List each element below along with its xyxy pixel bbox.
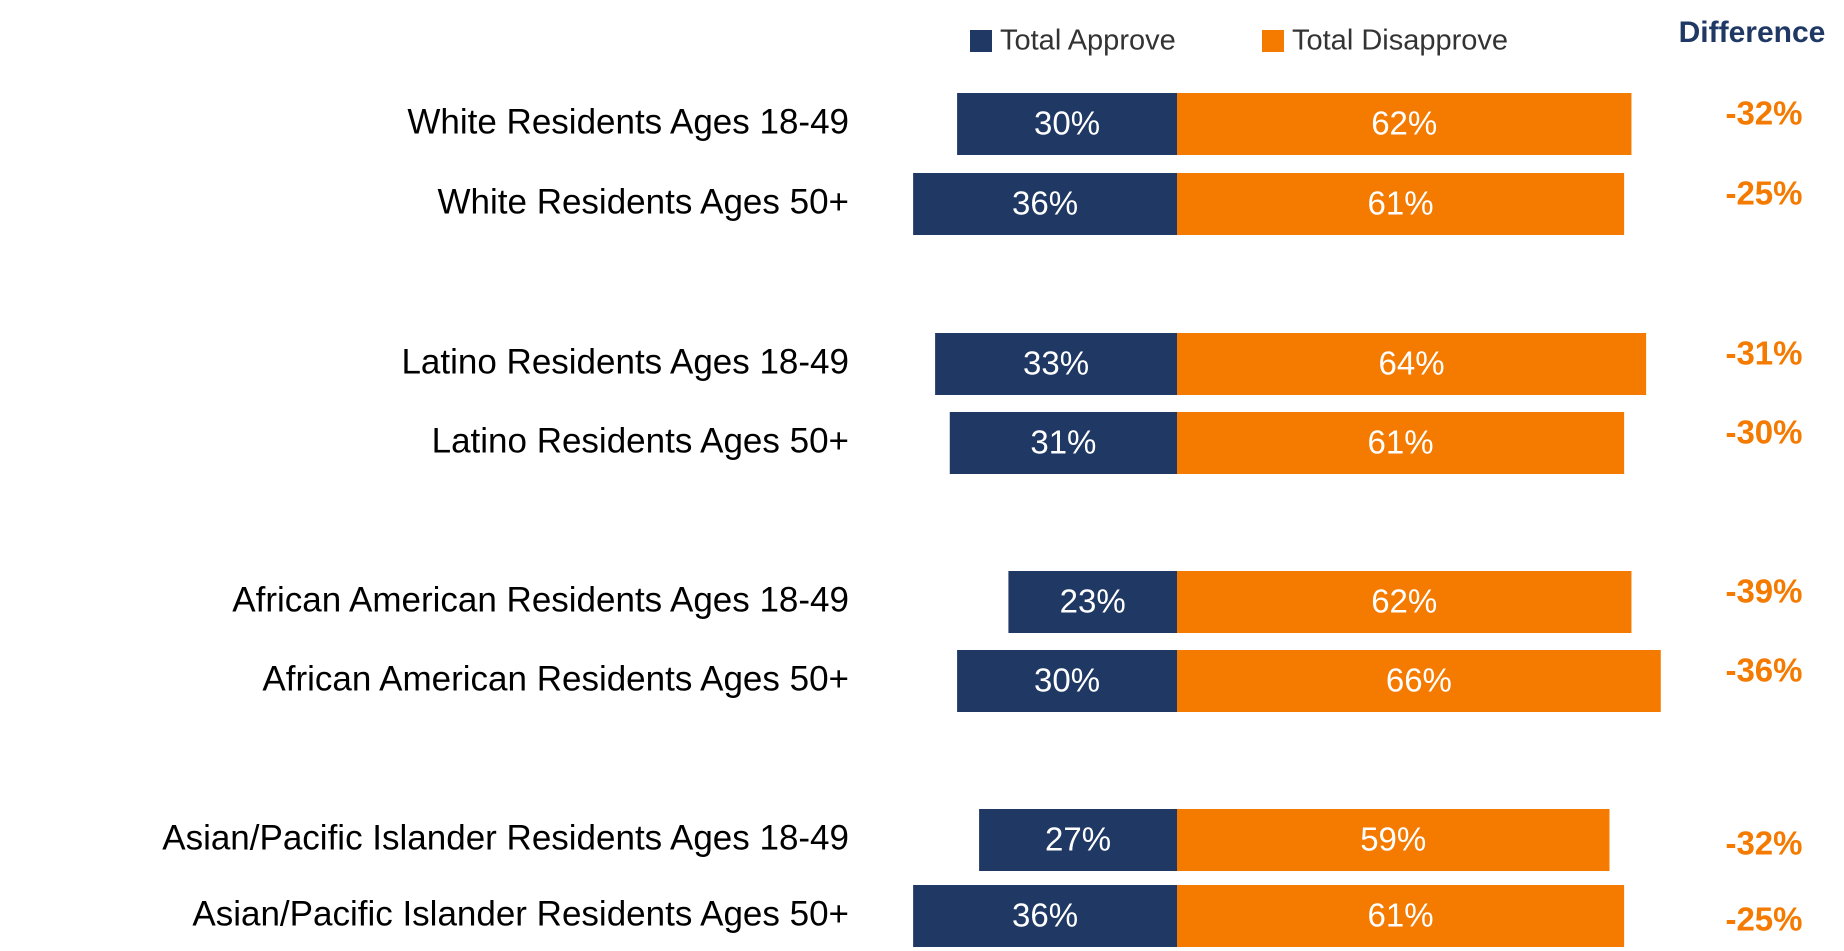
bar — [1008, 571, 1177, 633]
bar-label: 61% — [1368, 424, 1434, 461]
difference-label: -30% — [1725, 414, 1802, 451]
bar-label: 30% — [1034, 662, 1100, 699]
legend-swatch — [970, 30, 992, 52]
bar-label: 36% — [1012, 897, 1078, 934]
difference-label: -36% — [1725, 652, 1802, 689]
bar-label: 33% — [1023, 345, 1089, 382]
legend-swatch — [1262, 30, 1284, 52]
category-label: Asian/Pacific Islander Residents Ages 18… — [162, 818, 849, 857]
difference-label: -25% — [1725, 175, 1802, 212]
bar — [913, 173, 1177, 235]
bar-label: 30% — [1034, 105, 1100, 142]
bar — [1177, 333, 1647, 395]
bar — [935, 333, 1177, 395]
bar — [1177, 412, 1625, 474]
difference-label: -25% — [1725, 901, 1802, 938]
bar — [1177, 809, 1610, 871]
bar — [1177, 93, 1632, 155]
bar-label: 31% — [1030, 424, 1096, 461]
difference-label: -32% — [1725, 95, 1802, 132]
bar — [1177, 885, 1625, 947]
difference-title: Difference — [1679, 16, 1826, 49]
category-label: African American Residents Ages 18-49 — [232, 580, 849, 619]
legend-label: Total Approve — [1000, 25, 1176, 57]
category-label: Latino Residents Ages 50+ — [432, 421, 849, 460]
bar-label: 27% — [1045, 821, 1111, 858]
bar — [1177, 650, 1661, 712]
category-label: White Residents Ages 50+ — [438, 182, 850, 221]
bar-label: 23% — [1060, 583, 1126, 620]
bar-label: 61% — [1368, 185, 1434, 222]
bar-label: 61% — [1368, 897, 1434, 934]
bar-label: 59% — [1360, 821, 1426, 858]
bar-label: 66% — [1386, 662, 1452, 699]
category-label: Asian/Pacific Islander Residents Ages 50… — [192, 894, 849, 933]
bar — [1177, 173, 1625, 235]
bar — [957, 650, 1177, 712]
category-label: White Residents Ages 18-49 — [407, 102, 849, 141]
bar-label: 62% — [1371, 583, 1437, 620]
category-label: African American Residents Ages 50+ — [262, 659, 849, 698]
bar-label: 36% — [1012, 185, 1078, 222]
bar — [949, 412, 1177, 474]
bar — [913, 885, 1177, 947]
bar — [1177, 571, 1632, 633]
bar-label: 62% — [1371, 105, 1437, 142]
difference-label: -32% — [1725, 825, 1802, 862]
difference-label: -31% — [1725, 335, 1802, 372]
bar-label: 64% — [1379, 345, 1445, 382]
difference-label: -39% — [1725, 573, 1802, 610]
legend-label: Total Disapprove — [1292, 25, 1508, 57]
bar — [957, 93, 1177, 155]
category-label: Latino Residents Ages 18-49 — [401, 342, 849, 381]
bar — [979, 809, 1177, 871]
